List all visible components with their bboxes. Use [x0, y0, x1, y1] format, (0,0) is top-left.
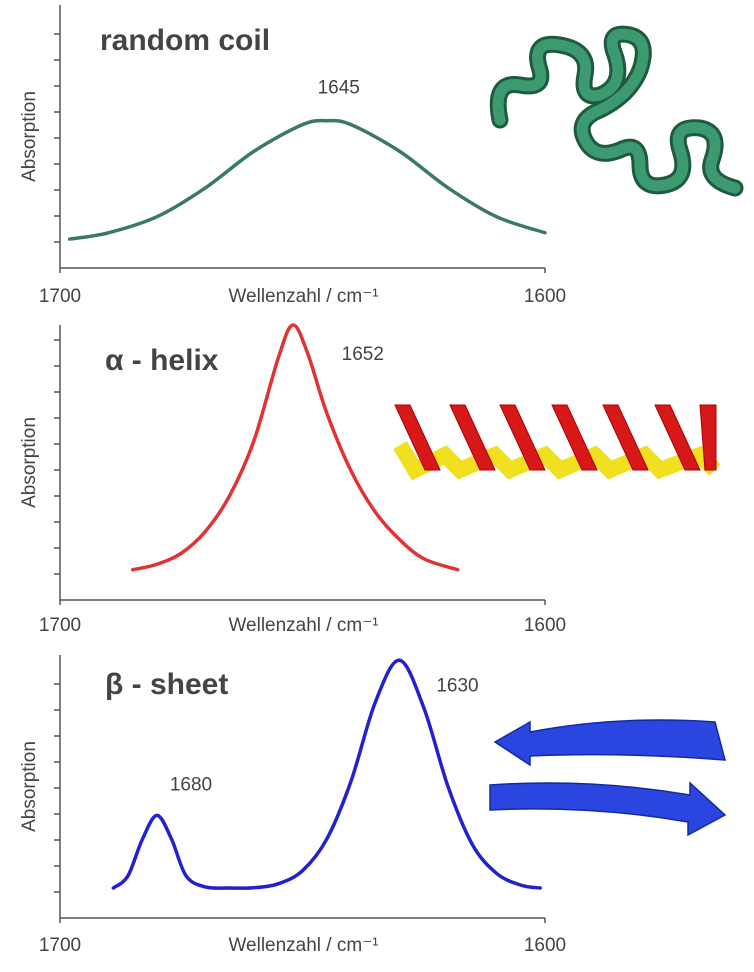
peak-label: 1652: [342, 344, 384, 365]
x-tick-label: 1700: [39, 286, 81, 307]
x-tick-label: 1600: [524, 286, 566, 307]
peak-label: 1645: [318, 78, 360, 99]
x-tick-label: 1600: [524, 615, 566, 636]
panel-title: α - helix: [105, 344, 219, 377]
panel-title: β - sheet: [105, 668, 228, 701]
panel-title: random coil: [100, 24, 270, 57]
x-tick-label: 1700: [39, 615, 81, 636]
x-axis-label: Wellenzahl / cm⁻¹: [228, 935, 378, 956]
peak-label: 1680: [170, 774, 212, 795]
spectrum-line: [131, 323, 460, 572]
peak-label: 1630: [436, 675, 478, 696]
x-axis-label: Wellenzahl / cm⁻¹: [228, 615, 378, 636]
alpha-helix-illustration: [393, 404, 721, 481]
random-coil-illustration: [489, 25, 744, 197]
x-tick-label: 1700: [39, 935, 81, 956]
spectrum-line: [67, 118, 547, 241]
spectrum-line: [111, 658, 542, 890]
y-axis-label: Absorption: [19, 417, 40, 508]
beta-sheet-illustration: [489, 719, 727, 837]
y-axis-label: Absorption: [19, 91, 40, 182]
y-axis-label: Absorption: [19, 741, 40, 832]
x-tick-label: 1600: [524, 935, 566, 956]
x-axis-label: Wellenzahl / cm⁻¹: [228, 286, 378, 307]
